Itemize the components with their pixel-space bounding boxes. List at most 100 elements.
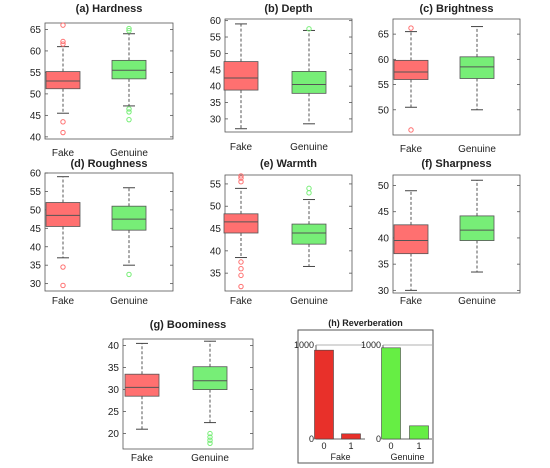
x-tick-label: Fake <box>131 453 154 464</box>
y-tick-label: 40 <box>378 233 390 244</box>
panel-hardness: (a) Hardness 40 45 50 55 60 65 Fake Genuine <box>30 3 174 159</box>
y-tick-label: 1000 <box>294 340 314 350</box>
y-tick-label: 60 <box>30 169 42 180</box>
outlier-point <box>207 437 213 443</box>
chart-title: (b) Depth <box>264 3 313 15</box>
y-tick-label: 40 <box>210 246 222 257</box>
outlier-point <box>60 264 66 270</box>
chart-title: (f) Sharpness <box>421 158 491 170</box>
outlier-point <box>306 190 312 196</box>
iqr-box <box>223 61 259 91</box>
box-fake <box>223 173 259 290</box>
y-tick-label: 55 <box>210 179 222 190</box>
chart-title: (h) Reverberation <box>328 318 403 328</box>
iqr-box <box>393 59 429 80</box>
y-tick-label: 45 <box>378 207 390 218</box>
plot-frame <box>44 22 174 140</box>
iqr-box <box>111 205 147 231</box>
outlier-point <box>238 259 244 265</box>
chart-title: (c) Brightness <box>420 3 494 15</box>
y-tick-label: 55 <box>378 80 390 91</box>
iqr-box <box>459 56 495 79</box>
x-tick-label: Fake <box>52 296 75 307</box>
outlier-point <box>126 106 132 112</box>
x-tick-label: 0 <box>388 441 393 451</box>
y-tick-label: 65 <box>30 25 42 36</box>
iqr-box <box>111 59 147 80</box>
y-tick-label: 30 <box>210 114 222 125</box>
x-tick-label: Fake <box>52 148 75 159</box>
outlier-point <box>126 109 132 115</box>
plot-frame <box>392 174 521 294</box>
y-tick-label: 35 <box>210 269 222 280</box>
outlier-point <box>207 440 213 446</box>
outlier-point <box>207 430 213 437</box>
iqr-box <box>45 202 81 227</box>
outlier-point <box>126 28 132 34</box>
y-tick-label: 55 <box>30 68 42 79</box>
iqr-box <box>192 366 228 391</box>
x-tick-label: Genuine <box>458 144 496 155</box>
plot-frame <box>122 338 254 450</box>
outlier-point <box>238 178 244 185</box>
y-tick-label: 40 <box>30 132 42 143</box>
outlier-point <box>238 265 244 272</box>
box-genuine <box>111 187 147 278</box>
panel-brightness: (c) Brightness 50 55 60 65 Fake Genuine <box>378 3 521 155</box>
outlier-point <box>126 116 132 123</box>
outlier-point <box>60 41 66 47</box>
outlier-point <box>60 22 66 28</box>
iqr-box <box>291 223 327 245</box>
iqr-box <box>393 224 429 255</box>
bar <box>409 425 429 440</box>
outlier-point <box>408 127 414 133</box>
y-tick-label: 0 <box>376 434 381 444</box>
y-tick-label: 40 <box>210 82 222 93</box>
box-genuine <box>111 25 147 123</box>
y-tick-label: 35 <box>378 260 390 271</box>
y-tick-label: 45 <box>30 224 42 235</box>
x-tick-label: Genuine <box>290 142 328 153</box>
box-genuine <box>291 26 327 125</box>
outlier-point <box>306 26 312 32</box>
y-tick-label: 30 <box>108 385 120 396</box>
outlier-point <box>306 185 312 192</box>
box-fake <box>223 23 259 130</box>
iqr-box <box>459 215 495 241</box>
box-fake <box>393 190 429 291</box>
x-tick-label: Fake <box>400 144 423 155</box>
outlier-point <box>60 282 66 289</box>
iqr-box <box>291 71 327 94</box>
y-tick-label: 50 <box>210 49 222 60</box>
y-tick-label: 35 <box>210 98 222 109</box>
y-tick-label: 40 <box>30 242 42 253</box>
box-fake <box>45 176 81 289</box>
y-tick-label: 50 <box>30 89 42 100</box>
iqr-box <box>45 71 81 90</box>
panel-warmth: (e) Warmth 35 40 45 50 55 Fake Genuine <box>210 158 353 307</box>
y-tick-label: 30 <box>378 286 390 297</box>
y-tick-label: 45 <box>30 111 42 122</box>
group-label: Genuine <box>390 452 424 462</box>
y-tick-label: 60 <box>30 46 42 57</box>
y-tick-label: 45 <box>210 224 222 235</box>
y-tick-label: 25 <box>108 407 120 418</box>
outlier-point <box>126 271 132 278</box>
y-tick-label: 50 <box>378 181 390 192</box>
box-genuine <box>459 26 495 111</box>
iqr-box <box>223 213 259 234</box>
y-tick-label: 60 <box>378 55 390 66</box>
x-tick-label: 0 <box>321 441 326 451</box>
y-tick-label: 1000 <box>361 340 381 350</box>
x-tick-label: Genuine <box>110 296 148 307</box>
y-tick-label: 35 <box>108 363 120 374</box>
chart-title: (e) Warmth <box>260 158 317 170</box>
x-tick-label: Fake <box>230 142 253 153</box>
x-tick-label: Fake <box>230 296 253 307</box>
outlier-point <box>238 283 244 290</box>
outlier-point <box>60 38 66 45</box>
bar <box>381 347 401 440</box>
